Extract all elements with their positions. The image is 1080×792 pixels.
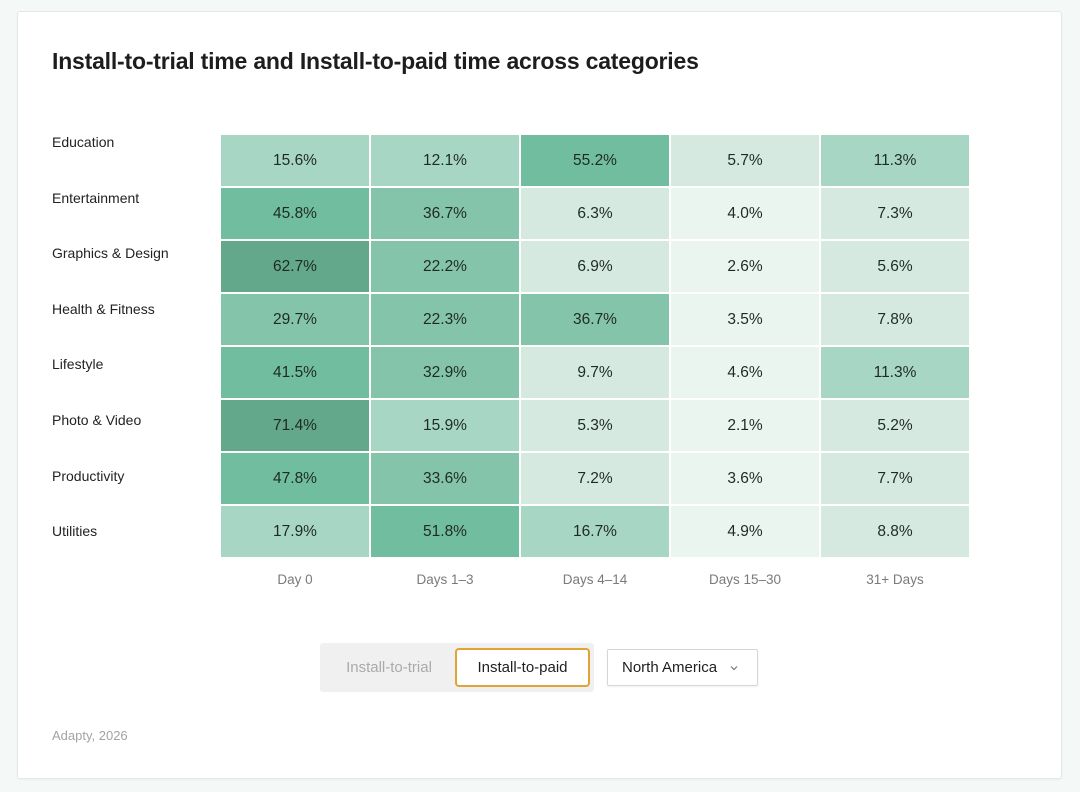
column-label: Days 1–3 <box>416 572 474 587</box>
heatmap-cell: 36.7% <box>521 294 669 345</box>
heatmap-cell: 7.7% <box>821 453 969 504</box>
chart-title: Install-to-trial time and Install-to-pai… <box>52 48 699 74</box>
row-label: Entertainment <box>52 189 140 206</box>
heatmap-cell: 47.8% <box>221 453 369 504</box>
heatmap-cell: 15.9% <box>371 400 519 451</box>
heatmap-cell: 17.9% <box>221 506 369 557</box>
heatmap-cell: 33.6% <box>371 453 519 504</box>
heatmap-cell: 4.6% <box>671 347 819 398</box>
chart-card: Install-to-trial time and Install-to-pai… <box>17 11 1062 779</box>
heatmap-cell: 62.7% <box>221 241 369 292</box>
heatmap-cell: 5.6% <box>821 241 969 292</box>
heatmap-cell: 2.6% <box>671 241 819 292</box>
region-dropdown[interactable]: North America <box>607 649 758 686</box>
row-label: Education <box>52 134 115 150</box>
heatmap-cell: 7.8% <box>821 294 969 345</box>
row-label: Utilities <box>52 523 98 540</box>
toggle-install-to-paid[interactable]: Install-to-paid <box>455 648 590 687</box>
heatmap-cell: 16.7% <box>521 506 669 557</box>
heatmap-cell: 2.1% <box>671 400 819 451</box>
heatmap-cell: 32.9% <box>371 347 519 398</box>
heatmap-cell: 8.8% <box>821 506 969 557</box>
heatmap-cell: 4.0% <box>671 188 819 239</box>
region-dropdown-value: North America <box>622 659 718 676</box>
heatmap-cell: 51.8% <box>371 506 519 557</box>
heatmap-cell: 6.3% <box>521 188 669 239</box>
metric-toggle: Install-to-trial Install-to-paid <box>320 643 594 692</box>
heatmap-cell: 3.5% <box>671 294 819 345</box>
heatmap-cell: 22.3% <box>371 294 519 345</box>
heatmap-cell: 6.9% <box>521 241 669 292</box>
heatmap-cell: 36.7% <box>371 188 519 239</box>
heatmap-cell: 71.4% <box>221 400 369 451</box>
row-label: Photo & Video <box>52 412 142 428</box>
heatmap-cell: 9.7% <box>521 347 669 398</box>
heatmap-cell: 7.3% <box>821 188 969 239</box>
column-label: Day 0 <box>277 572 313 587</box>
heatmap-cell: 5.2% <box>821 400 969 451</box>
row-label: Lifestyle <box>52 356 104 373</box>
heatmap-cell: 11.3% <box>821 347 969 398</box>
heatmap-cell: 4.9% <box>671 506 819 557</box>
heatmap-cell: 41.5% <box>221 347 369 398</box>
heatmap-cell: 45.8% <box>221 188 369 239</box>
heatmap-cell: 3.6% <box>671 453 819 504</box>
heatmap-cell: 55.2% <box>521 135 669 186</box>
column-label: Days 15–30 <box>708 572 782 587</box>
chevron-down-icon <box>730 665 738 670</box>
heatmap-cell: 15.6% <box>221 135 369 186</box>
heatmap-cell: 22.2% <box>371 241 519 292</box>
row-label: Health & Fitness <box>52 300 155 317</box>
row-label: Productivity <box>52 467 125 484</box>
heatmap-cell: 7.2% <box>521 453 669 504</box>
heatmap-cell: 5.3% <box>521 400 669 451</box>
row-label: Graphics & Design <box>52 245 169 262</box>
heatmap-cell: 5.7% <box>671 135 819 186</box>
column-label: Days 4–14 <box>562 572 628 587</box>
column-label: 31+ Days <box>866 572 924 587</box>
heatmap-cell: 12.1% <box>371 135 519 186</box>
heatmap-cell: 29.7% <box>221 294 369 345</box>
toggle-install-to-trial[interactable]: Install-to-trial <box>346 659 432 676</box>
source-note: Adapty, 2026 <box>52 728 128 743</box>
heatmap-cell: 11.3% <box>821 135 969 186</box>
